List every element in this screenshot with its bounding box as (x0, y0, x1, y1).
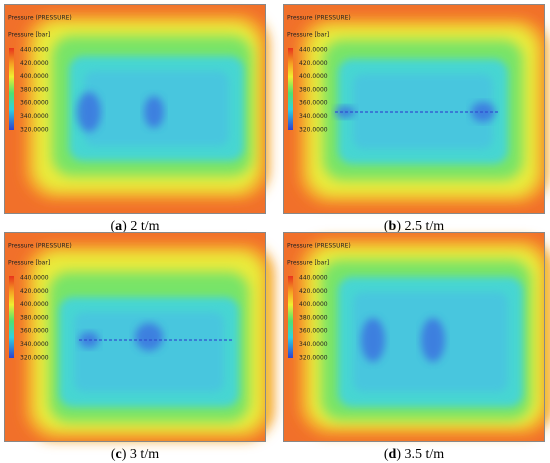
field-lightblue (74, 312, 224, 392)
field-low (361, 318, 385, 362)
colorbar-tick-label: 400.0000 (20, 73, 49, 80)
legend-subtitle: Pressure [bar] (287, 32, 329, 39)
colorbar-tick-label: 340.0000 (20, 341, 49, 348)
legend-title: Pressure (PRESSURE) (8, 15, 72, 22)
colorbar (9, 48, 14, 130)
colorbar-tick-label: 380.0000 (299, 314, 328, 321)
caption-text: ) 3 t/m (122, 447, 159, 462)
legend-subtitle: Pressure [bar] (8, 260, 50, 267)
panel-border (4, 4, 266, 214)
colorbar-tick-label: 380.0000 (20, 86, 49, 93)
field-low (144, 96, 164, 128)
colorbar-tick-label: 320.0000 (20, 126, 49, 133)
caption-letter: d (389, 447, 397, 462)
colorbar-tick-label: 400.0000 (299, 73, 328, 80)
colorbar-tick-label: 360.0000 (299, 100, 328, 107)
panel: Pressure (PRESSURE) Pressure [bar] 440.000… (283, 4, 548, 214)
colorbar-tick-label: 320.0000 (299, 354, 328, 361)
colorbar-tick-label: 320.0000 (299, 126, 328, 133)
colorbar-tick-label: 420.0000 (299, 60, 328, 67)
colorbar-tick-label: 340.0000 (20, 113, 49, 120)
caption: (d) 3.5 t/m (384, 447, 444, 462)
colorbar-tick-label: 360.0000 (20, 328, 49, 335)
colorbar-tick-label: 380.0000 (20, 314, 49, 321)
caption: (a) 2 t/m (110, 219, 159, 234)
colorbar-tick-label: 360.0000 (299, 328, 328, 335)
field (298, 239, 550, 435)
caption-letter: c (116, 447, 122, 462)
colorbar (9, 276, 14, 358)
panel: Pressure (PRESSURE) Pressure [bar] 440.000… (283, 232, 550, 442)
colorbar-tick-label: 440.0000 (299, 275, 328, 282)
caption-open: ( (384, 447, 389, 462)
panel-border (283, 4, 545, 214)
colorbar-tick-label: 340.0000 (299, 341, 328, 348)
colorbar-tick-label: 320.0000 (20, 354, 49, 361)
caption-text: ) 3.5 t/m (396, 447, 444, 462)
caption-letter: b (389, 219, 397, 234)
legend-title: Pressure (PRESSURE) (8, 243, 72, 250)
colorbar-tick-label: 340.0000 (299, 113, 328, 120)
caption-text: ) 2.5 t/m (396, 219, 444, 234)
colorbar-tick-label: 420.0000 (20, 288, 49, 295)
colorbar-tick-label: 440.0000 (20, 275, 49, 282)
colorbar-tick-label: 360.0000 (20, 100, 49, 107)
panel: Pressure (PRESSURE) Pressure [bar] 440.000… (4, 232, 274, 442)
caption-open: ( (110, 219, 115, 234)
colorbar-tick-label: 380.0000 (299, 86, 328, 93)
panel: Pressure (PRESSURE) Pressure [bar] 440.000… (4, 4, 269, 214)
caption-letter: a (115, 219, 122, 234)
panel-border (283, 232, 545, 442)
caption-open: ( (111, 447, 116, 462)
colorbar-tick-label: 400.0000 (20, 301, 49, 308)
field-low (77, 92, 101, 132)
colorbar-tick-label: 420.0000 (299, 288, 328, 295)
colorbar-tick-label: 440.0000 (299, 47, 328, 54)
colorbar (288, 276, 293, 358)
field-low (135, 323, 163, 351)
colorbar-tick-label: 400.0000 (299, 301, 328, 308)
legend-title: Pressure (PRESSURE) (287, 15, 351, 22)
legend-title: Pressure (PRESSURE) (287, 243, 351, 250)
legend-subtitle: Pressure [bar] (8, 32, 50, 39)
field (298, 18, 548, 204)
caption: (b) 2.5 t/m (384, 219, 444, 234)
field (24, 14, 269, 200)
caption-open: ( (384, 219, 389, 234)
caption: (c) 3 t/m (111, 447, 159, 462)
field-low (421, 318, 445, 362)
colorbar (288, 48, 293, 130)
legend-subtitle: Pressure [bar] (287, 260, 329, 267)
panel-border (4, 232, 266, 442)
field (24, 244, 274, 440)
colorbar-tick-label: 420.0000 (20, 60, 49, 67)
caption-text: ) 2 t/m (122, 219, 159, 234)
colorbar-tick-label: 440.0000 (20, 47, 49, 54)
